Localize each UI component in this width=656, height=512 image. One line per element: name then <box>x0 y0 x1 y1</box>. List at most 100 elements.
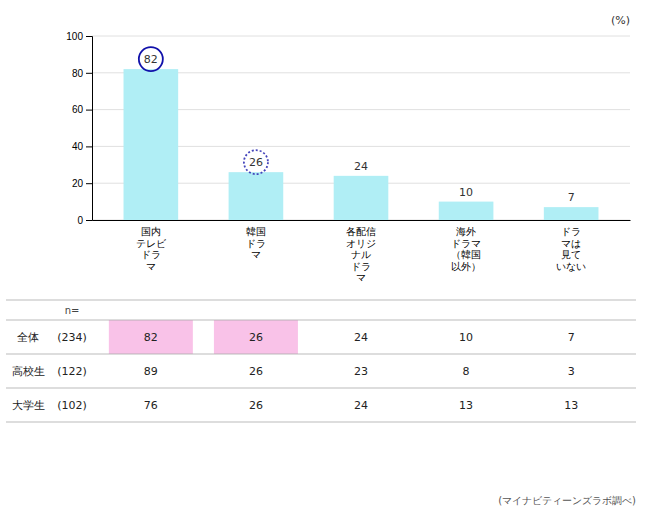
bar <box>124 69 179 220</box>
x-tick-label-line: マ <box>356 272 366 283</box>
y-tick-label: 20 <box>72 178 84 189</box>
label-circle <box>244 150 268 174</box>
data-labels: 82 26 24 10 7 <box>144 53 575 204</box>
data-label: 24 <box>354 160 368 173</box>
x-tick-label: 各配信オリジナルドラマ <box>346 226 376 283</box>
table-cell: 26 <box>249 331 263 344</box>
y-axis: 0 20 40 60 80 100 <box>66 31 92 226</box>
x-tick-label-line: 以外） <box>451 261 481 272</box>
bar <box>544 207 599 220</box>
table-cell: 26 <box>249 399 263 412</box>
source: (マイナビティーンズラボ調べ) <box>498 495 636 506</box>
y-tick-mark <box>86 183 92 184</box>
x-tick-label-line: 海外 <box>456 226 476 237</box>
x-tick-label-line: （韓国 <box>451 249 481 260</box>
x-tick-label-line: 韓国 <box>246 226 266 237</box>
chart: 020406080100国内テレビドラマ韓国ドラマ各配信オリジナルドラマ海外ドラ… <box>0 0 656 512</box>
table-line <box>6 300 636 301</box>
y-tick: 40 <box>72 141 92 152</box>
table-line <box>6 320 636 321</box>
x-tick-label-line: マ <box>146 261 156 272</box>
table: n= 全体 (234) 82 26 24 10 7 高校生 (122) 89 26 23 8 3 大学生 (10… <box>6 300 636 422</box>
y-tick: 20 <box>72 178 92 189</box>
table-cell: 13 <box>459 399 473 412</box>
y-tick-mark <box>86 36 92 37</box>
bar <box>334 176 389 220</box>
bar <box>229 172 284 220</box>
y-tick-label: 40 <box>72 141 84 152</box>
y-axis-line <box>86 37 93 221</box>
x-tick-label: 国内テレビドラマ <box>136 226 167 272</box>
y-tick-mark <box>86 220 92 221</box>
x-tick-label-line: ドラ <box>141 249 161 260</box>
y-tick-mark <box>86 110 92 111</box>
data-label: 10 <box>459 186 473 199</box>
table-cell: 10 <box>459 331 473 344</box>
y-tick-mark <box>86 146 92 147</box>
label-circles <box>139 47 268 174</box>
table-cell: 8 <box>463 365 470 378</box>
x-tick-label-line: ドラ <box>246 238 266 249</box>
bars <box>124 69 599 220</box>
x-tick-label: 韓国ドラマ <box>246 226 266 260</box>
table-row-label: 全体 <box>17 331 39 344</box>
x-tick-label-line: オリジ <box>346 238 376 249</box>
table-cell: 76 <box>144 399 158 412</box>
y-tick: 0 <box>77 215 92 226</box>
x-tick-label: 海外ドラマ（韓国以外） <box>451 226 481 272</box>
x-axis: 国内テレビドラマ韓国ドラマ各配信オリジナルドラマ海外ドラマ（韓国以外）ドラマは見… <box>93 220 631 283</box>
table-highlight <box>214 320 298 354</box>
x-tick-label-line: 見て <box>561 249 581 260</box>
data-label: 26 <box>249 156 263 169</box>
x-tick-label-line: ドラ <box>351 261 371 272</box>
y-tick: 80 <box>72 68 92 79</box>
table-line <box>6 388 636 389</box>
table-cell: 82 <box>144 331 158 344</box>
table-cell: 23 <box>354 365 368 378</box>
table-row-n: (122) <box>57 365 87 378</box>
table-header: n= <box>65 305 80 316</box>
table-cell: 13 <box>564 399 578 412</box>
table-highlight <box>109 320 193 354</box>
x-tick: 韓国ドラマ <box>246 220 266 260</box>
y-unit-label: (%) <box>611 14 630 27</box>
table-row-n: (102) <box>57 399 87 412</box>
table-cell: 24 <box>354 399 368 412</box>
table-row-label: 大学生 <box>12 399 45 412</box>
x-tick-label-line: ドラ <box>561 226 581 237</box>
x-tick-label-line: ナル <box>351 249 371 260</box>
grid <box>92 36 630 220</box>
table-row-label: 高校生 <box>12 365 45 378</box>
x-tick-label-line: マ <box>251 249 261 260</box>
y-tick-label: 0 <box>77 215 83 226</box>
y-tick: 100 <box>66 31 92 42</box>
y-tick-label: 80 <box>72 68 84 79</box>
x-tick-label-line: 各配信 <box>346 226 376 237</box>
x-tick-label-line: 国内 <box>141 226 161 237</box>
x-axis-line <box>93 220 631 221</box>
x-tick-label-line: いない <box>556 261 586 272</box>
y-tick-mark <box>86 73 92 74</box>
table-cell: 3 <box>568 365 575 378</box>
table-cell: 26 <box>249 365 263 378</box>
grid-line <box>92 36 630 37</box>
table-cell: 7 <box>568 331 575 344</box>
x-tick: 国内テレビドラマ <box>136 220 167 272</box>
x-tick: ドラマは見ていない <box>556 220 586 272</box>
x-tick-label-line: ドラマ <box>451 238 481 249</box>
table-cell: 89 <box>144 365 158 378</box>
data-label: 7 <box>568 191 575 204</box>
table-cell: 24 <box>354 331 368 344</box>
x-tick-label-line: マは <box>561 238 581 249</box>
y-tick-label: 100 <box>66 31 83 42</box>
bar <box>439 202 494 220</box>
data-label: 82 <box>144 53 158 66</box>
x-tick-label: ドラマは見ていない <box>556 226 586 272</box>
x-tick-label-line: テレビ <box>136 238 167 249</box>
table-line <box>6 354 636 355</box>
x-tick: 各配信オリジナルドラマ <box>346 220 376 283</box>
table-row-n: (234) <box>57 331 87 344</box>
y-tick: 60 <box>72 104 92 115</box>
label-circle <box>139 47 163 71</box>
table-line <box>6 422 636 423</box>
